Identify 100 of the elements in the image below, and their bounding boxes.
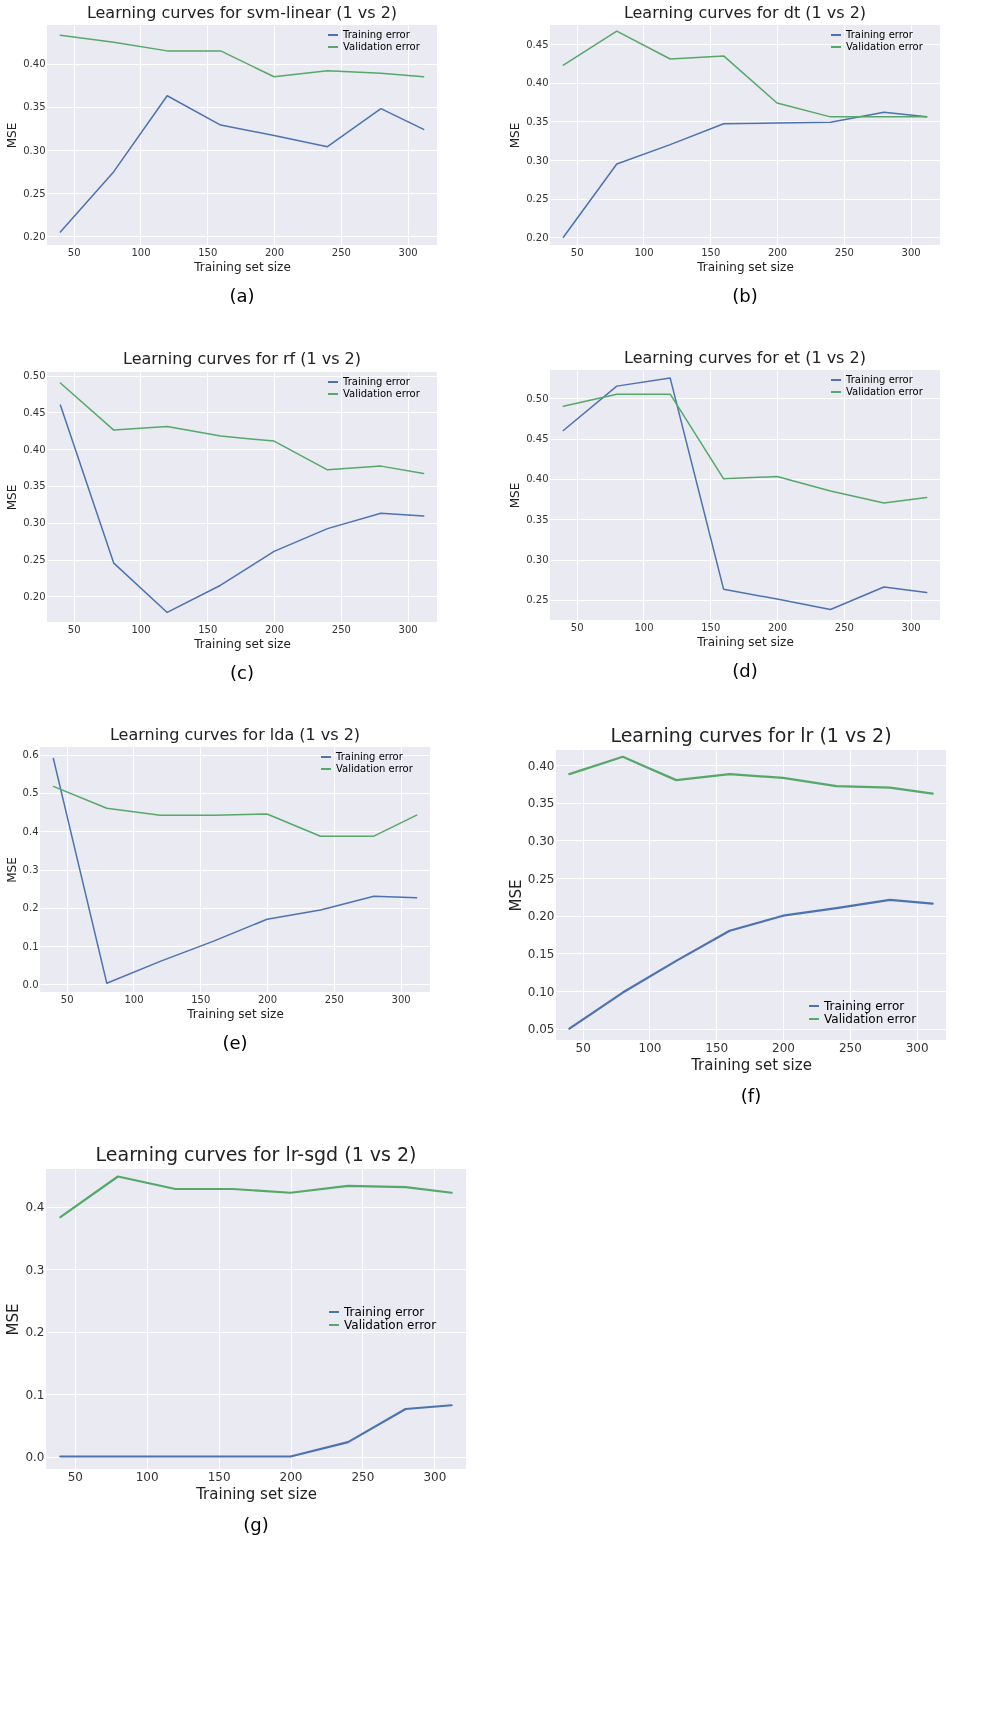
y-tick-label: 0.5 [22, 787, 39, 799]
chart-title: Learning curves for lr-sgd (1 vs 2) [95, 1143, 417, 1165]
y-tick-label: 0.50 [526, 392, 549, 404]
x-tick-label: 50 [67, 1469, 83, 1484]
y-axis-title: MSE [5, 484, 20, 511]
x-tick-label: 250 [331, 246, 351, 258]
y-tick-label: 0.35 [526, 115, 549, 127]
y-tick-label: 0.25 [527, 871, 555, 886]
x-tick-label: 250 [351, 1469, 375, 1484]
line-series [59, 404, 425, 614]
x-tick-label: 150 [207, 1469, 231, 1484]
x-tick-label: 50 [60, 993, 74, 1005]
y-tick-label: 0.40 [23, 443, 46, 455]
line-series [59, 1404, 453, 1458]
x-tick-label: 200 [768, 621, 788, 633]
x-tick-label: 150 [191, 993, 211, 1005]
x-tick-label: 300 [901, 246, 921, 258]
y-tick-label: 0.35 [23, 480, 46, 492]
line-series [562, 377, 928, 611]
y-tick-label: 0.10 [527, 984, 555, 999]
y-tick-label: 0.45 [23, 406, 46, 418]
x-tick-label: 300 [423, 1469, 447, 1484]
x-tick-label: 200 [258, 993, 278, 1005]
legend-label: Training error [845, 29, 914, 40]
legend-label: Validation error [343, 41, 421, 52]
x-tick-label: 300 [398, 246, 418, 258]
x-tick-label: 150 [198, 246, 218, 258]
y-tick-label: 0.40 [23, 58, 46, 70]
x-tick-label: 150 [705, 1040, 729, 1055]
y-tick-label: 0.15 [527, 946, 555, 961]
y-tick-label: 0.35 [526, 513, 549, 525]
y-tick-label: 0.30 [23, 144, 46, 156]
y-tick-label: 0.1 [25, 1387, 45, 1402]
line-series [562, 393, 928, 504]
y-axis-title: MSE [4, 857, 19, 883]
x-tick-label: 150 [701, 621, 721, 633]
legend-label: Training error [823, 999, 905, 1013]
legend-label: Validation error [846, 41, 924, 52]
x-tick-label: 200 [265, 246, 285, 258]
x-tick-label: 50 [67, 246, 81, 258]
y-tick-label: 0.20 [23, 230, 46, 242]
y-tick-label: 0.30 [526, 154, 549, 166]
y-tick-label: 0.3 [22, 864, 39, 875]
y-axis-title: MSE [4, 1303, 23, 1336]
line-series [568, 755, 934, 795]
line-series [52, 785, 418, 837]
y-axis-title: MSE [508, 482, 523, 509]
line-series [59, 95, 425, 233]
x-axis-title: Training set size [186, 1006, 284, 1021]
text: (d) [732, 660, 758, 681]
x-tick-label: 100 [638, 1040, 662, 1055]
y-tick-label: 0.6 [22, 749, 39, 761]
y-tick-label: 0.35 [527, 796, 555, 811]
x-tick-label: 300 [391, 993, 411, 1005]
x-axis-title: Training set size [195, 1484, 317, 1503]
y-tick-label: 0.1 [22, 940, 39, 952]
y-tick-label: 0.25 [526, 193, 549, 205]
y-tick-label: 0.3 [25, 1262, 45, 1277]
x-tick-label: 250 [834, 621, 854, 633]
x-tick-label: 100 [135, 1469, 159, 1484]
y-tick-label: 0.20 [527, 909, 555, 924]
legend-label: Validation error [824, 1012, 917, 1026]
line-series [568, 898, 934, 1030]
x-tick-label: 50 [575, 1040, 591, 1055]
y-tick-label: 0.40 [526, 77, 549, 89]
y-tick-label: 0.4 [22, 825, 39, 837]
x-axis-title: Training set size [696, 259, 794, 274]
y-tick-label: 0.35 [23, 101, 46, 113]
chart-title: Learning curves for lda (1 vs 2) [109, 725, 361, 744]
y-tick-label: 0.45 [526, 433, 549, 445]
legend-label: Validation error [336, 763, 414, 774]
text: (a) [229, 285, 255, 306]
text: (b) [732, 285, 758, 306]
chart-title: Learning curves for svm-linear (1 vs 2) [86, 3, 398, 22]
x-axis-title: Training set size [690, 1055, 812, 1074]
x-tick-label: 300 [398, 623, 418, 635]
chart-title: Learning curves for et (1 vs 2) [624, 348, 866, 367]
x-tick-label: 200 [279, 1469, 303, 1484]
x-tick-label: 100 [131, 623, 151, 635]
chart-title: Learning curves for dt (1 vs 2) [623, 3, 867, 22]
y-tick-label: 0.05 [527, 1022, 555, 1037]
y-tick-label: 0.20 [23, 590, 46, 602]
text: (e) [222, 1032, 248, 1053]
x-tick-label: 50 [570, 246, 584, 258]
y-axis-title: MSE [506, 879, 525, 912]
legend-label: Validation error [343, 388, 421, 399]
x-tick-label: 200 [772, 1040, 796, 1055]
text: (g) [243, 1514, 269, 1535]
y-tick-label: 0.20 [526, 231, 549, 243]
y-tick-label: 0.2 [22, 902, 39, 914]
y-tick-label: 0.45 [526, 38, 549, 50]
y-tick-label: 0.0 [22, 978, 39, 990]
x-tick-label: 250 [838, 1040, 862, 1055]
y-axis-title: MSE [508, 122, 523, 149]
y-tick-label: 0.40 [527, 758, 555, 773]
y-tick-label: 0.25 [23, 187, 46, 199]
x-tick-label: 100 [634, 621, 654, 633]
y-tick-label: 0.0 [25, 1450, 45, 1464]
legend-label: Training error [342, 376, 411, 387]
x-tick-label: 250 [324, 993, 344, 1005]
